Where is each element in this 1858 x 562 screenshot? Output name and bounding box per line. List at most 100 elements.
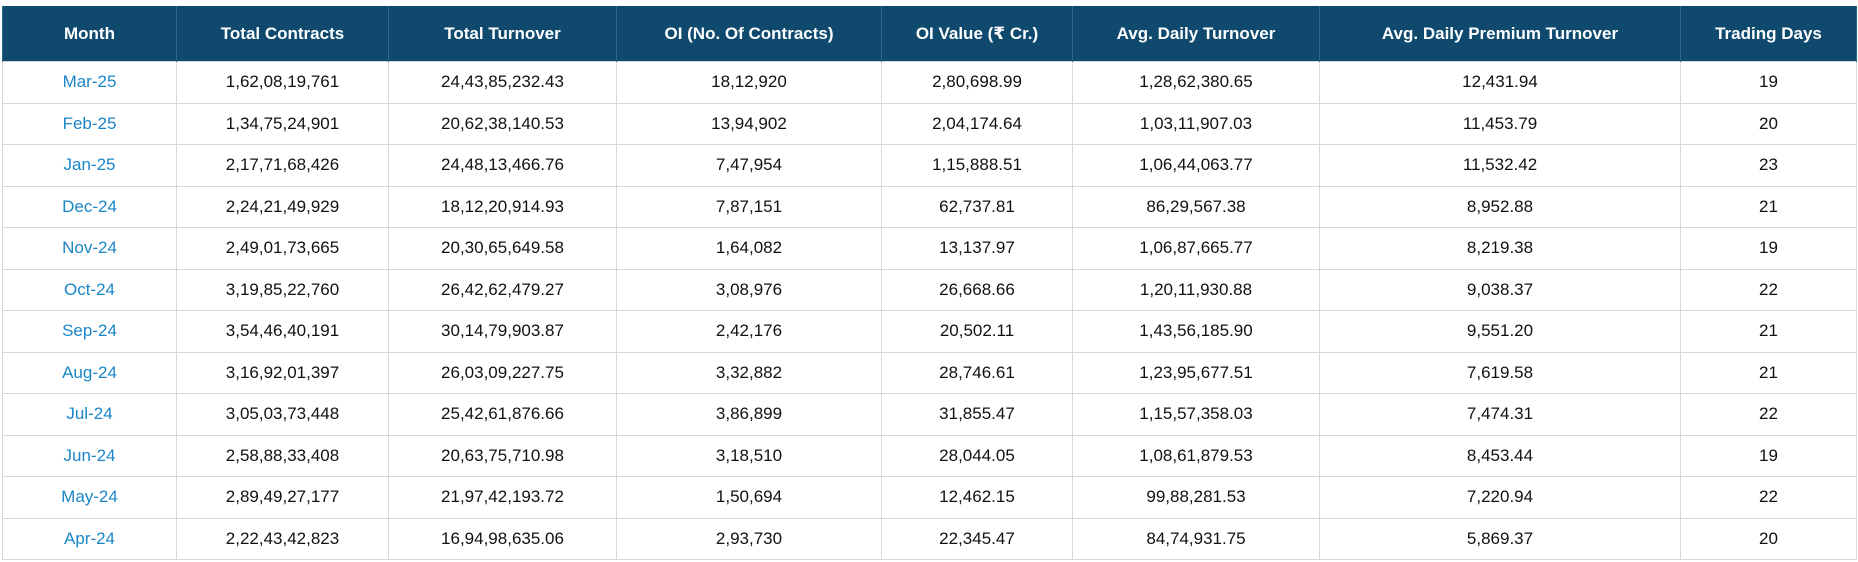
total-contracts-cell: 3,16,92,01,397 — [176, 351, 389, 394]
avg-daily-turnover-cell: 1,08,61,879.53 — [1072, 434, 1320, 477]
oi-value-cell: 1,15,888.51 — [881, 144, 1073, 187]
month-link[interactable]: Oct-24 — [2, 268, 177, 311]
total-turnover-cell: 20,62,38,140.53 — [388, 102, 617, 145]
total-contracts-cell: 2,22,43,42,823 — [176, 517, 389, 560]
table-row: Jun-24 2,58,88,33,408 20,63,75,710.98 3,18,… — [2, 434, 1857, 477]
avg-daily-turnover-cell: 1,43,56,185.90 — [1072, 310, 1320, 353]
header-row: Month Total Contracts Total Turnover OI … — [2, 6, 1857, 62]
total-contracts-cell: 1,34,75,24,901 — [176, 102, 389, 145]
month-link[interactable]: Jul-24 — [2, 393, 177, 436]
trading-days-cell: 21 — [1680, 351, 1857, 394]
oi-contracts-cell: 1,64,082 — [616, 227, 882, 270]
oi-contracts-cell: 2,93,730 — [616, 517, 882, 560]
total-turnover-cell: 26,03,09,227.75 — [388, 351, 617, 394]
month-link[interactable]: Sep-24 — [2, 310, 177, 353]
avg-daily-turnover-cell: 1,15,57,358.03 — [1072, 393, 1320, 436]
month-link[interactable]: Feb-25 — [2, 102, 177, 145]
month-link[interactable]: Aug-24 — [2, 351, 177, 394]
avg-daily-turnover-cell: 84,74,931.75 — [1072, 517, 1320, 560]
oi-contracts-cell: 3,86,899 — [616, 393, 882, 436]
total-turnover-cell: 18,12,20,914.93 — [388, 185, 617, 228]
table-row: Feb-25 1,34,75,24,901 20,62,38,140.53 13,94… — [2, 102, 1857, 145]
month-link[interactable]: Nov-24 — [2, 227, 177, 270]
total-turnover-cell: 16,94,98,635.06 — [388, 517, 617, 560]
oi-contracts-cell: 2,42,176 — [616, 310, 882, 353]
total-turnover-cell: 30,14,79,903.87 — [388, 310, 617, 353]
trading-days-cell: 22 — [1680, 476, 1857, 519]
oi-value-cell: 62,737.81 — [881, 185, 1073, 228]
oi-contracts-cell: 3,08,976 — [616, 268, 882, 311]
oi-value-cell: 12,462.15 — [881, 476, 1073, 519]
avg-daily-premium-turnover-cell: 7,619.58 — [1319, 351, 1681, 394]
col-header-oi-contracts: OI (No. Of Contracts) — [616, 6, 882, 62]
oi-contracts-cell: 3,32,882 — [616, 351, 882, 394]
table-row: Dec-24 2,24,21,49,929 18,12,20,914.93 7,87,… — [2, 185, 1857, 228]
oi-contracts-cell: 13,94,902 — [616, 102, 882, 145]
oi-contracts-cell: 18,12,920 — [616, 61, 882, 104]
avg-daily-turnover-cell: 99,88,281.53 — [1072, 476, 1320, 519]
total-turnover-cell: 26,42,62,479.27 — [388, 268, 617, 311]
total-contracts-cell: 3,19,85,22,760 — [176, 268, 389, 311]
col-header-month: Month — [2, 6, 177, 62]
avg-daily-premium-turnover-cell: 11,453.79 — [1319, 102, 1681, 145]
total-contracts-cell: 1,62,08,19,761 — [176, 61, 389, 104]
total-contracts-cell: 3,54,46,40,191 — [176, 310, 389, 353]
trading-days-cell: 19 — [1680, 227, 1857, 270]
trading-days-cell: 22 — [1680, 268, 1857, 311]
avg-daily-turnover-cell: 1,28,62,380.65 — [1072, 61, 1320, 104]
avg-daily-turnover-cell: 1,06,87,665.77 — [1072, 227, 1320, 270]
col-header-oi-value: OI Value (₹ Cr.) — [881, 6, 1073, 62]
total-turnover-cell: 21,97,42,193.72 — [388, 476, 617, 519]
table-row: Mar-25 1,62,08,19,761 24,43,85,232.43 18,12… — [2, 61, 1857, 104]
avg-daily-premium-turnover-cell: 8,952.88 — [1319, 185, 1681, 228]
month-link[interactable]: May-24 — [2, 476, 177, 519]
trading-days-cell: 20 — [1680, 517, 1857, 560]
trading-days-cell: 23 — [1680, 144, 1857, 187]
oi-value-cell: 28,746.61 — [881, 351, 1073, 394]
avg-daily-premium-turnover-cell: 11,532.42 — [1319, 144, 1681, 187]
total-contracts-cell: 2,17,71,68,426 — [176, 144, 389, 187]
table-row: Aug-24 3,16,92,01,397 26,03,09,227.75 3,32,… — [2, 351, 1857, 394]
col-header-avg-daily-premium-turnover: Avg. Daily Premium Turnover — [1319, 6, 1681, 62]
trading-days-cell: 22 — [1680, 393, 1857, 436]
total-contracts-cell: 2,89,49,27,177 — [176, 476, 389, 519]
col-header-total-contracts: Total Contracts — [176, 6, 389, 62]
total-contracts-cell: 2,24,21,49,929 — [176, 185, 389, 228]
col-header-total-turnover: Total Turnover — [388, 6, 617, 62]
month-link[interactable]: Jan-25 — [2, 144, 177, 187]
table-body: Mar-25 1,62,08,19,761 24,43,85,232.43 18,12… — [2, 61, 1857, 560]
oi-contracts-cell: 7,47,954 — [616, 144, 882, 187]
table-row: Nov-24 2,49,01,73,665 20,30,65,649.58 1,64,… — [2, 227, 1857, 270]
avg-daily-premium-turnover-cell: 7,220.94 — [1319, 476, 1681, 519]
trading-days-cell: 21 — [1680, 310, 1857, 353]
avg-daily-premium-turnover-cell: 8,219.38 — [1319, 227, 1681, 270]
total-turnover-cell: 24,48,13,466.76 — [388, 144, 617, 187]
month-link[interactable]: Apr-24 — [2, 517, 177, 560]
trading-days-cell: 21 — [1680, 185, 1857, 228]
trading-days-cell: 20 — [1680, 102, 1857, 145]
oi-value-cell: 20,502.11 — [881, 310, 1073, 353]
avg-daily-turnover-cell: 1,03,11,907.03 — [1072, 102, 1320, 145]
col-header-avg-daily-turnover: Avg. Daily Turnover — [1072, 6, 1320, 62]
total-contracts-cell: 2,58,88,33,408 — [176, 434, 389, 477]
monthly-stats-table: Month Total Contracts Total Turnover OI … — [2, 6, 1857, 560]
month-link[interactable]: Mar-25 — [2, 61, 177, 104]
avg-daily-turnover-cell: 1,20,11,930.88 — [1072, 268, 1320, 311]
avg-daily-turnover-cell: 1,23,95,677.51 — [1072, 351, 1320, 394]
table-header: Month Total Contracts Total Turnover OI … — [2, 6, 1857, 62]
avg-daily-premium-turnover-cell: 9,038.37 — [1319, 268, 1681, 311]
month-link[interactable]: Dec-24 — [2, 185, 177, 228]
month-link[interactable]: Jun-24 — [2, 434, 177, 477]
avg-daily-premium-turnover-cell: 8,453.44 — [1319, 434, 1681, 477]
table-row: May-24 2,89,49,27,177 21,97,42,193.72 1,50,… — [2, 476, 1857, 519]
oi-contracts-cell: 7,87,151 — [616, 185, 882, 228]
oi-value-cell: 22,345.47 — [881, 517, 1073, 560]
oi-value-cell: 13,137.97 — [881, 227, 1073, 270]
table-row: Apr-24 2,22,43,42,823 16,94,98,635.06 2,93,… — [2, 517, 1857, 560]
table-row: Jul-24 3,05,03,73,448 25,42,61,876.66 3,86,… — [2, 393, 1857, 436]
oi-value-cell: 2,04,174.64 — [881, 102, 1073, 145]
total-contracts-cell: 3,05,03,73,448 — [176, 393, 389, 436]
avg-daily-premium-turnover-cell: 12,431.94 — [1319, 61, 1681, 104]
table-row: Jan-25 2,17,71,68,426 24,48,13,466.76 7,47,… — [2, 144, 1857, 187]
